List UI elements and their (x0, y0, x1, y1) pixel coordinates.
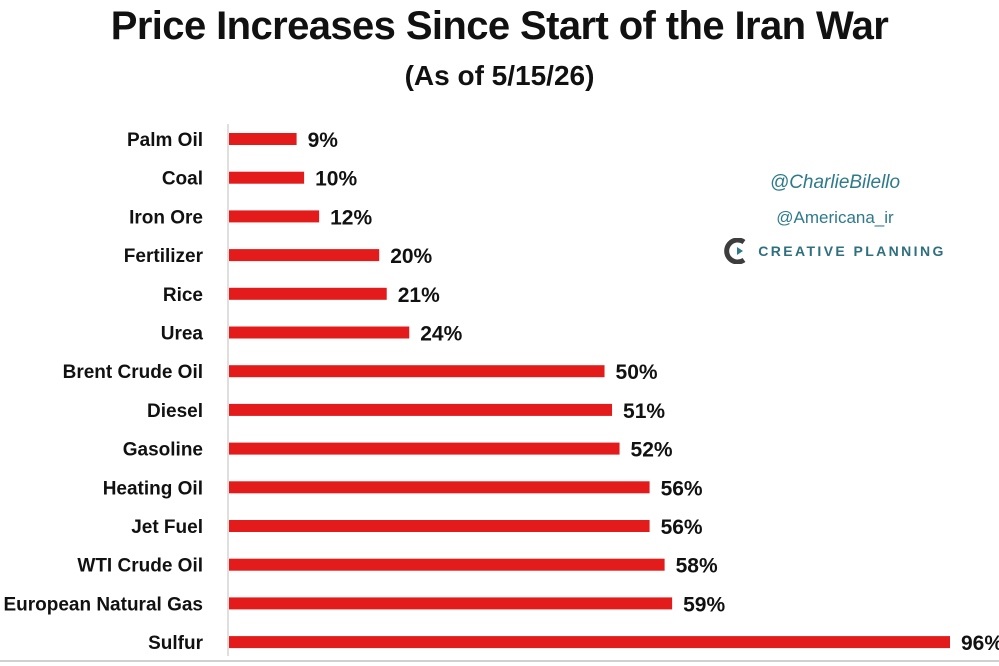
category-label: Diesel (147, 401, 203, 422)
bar (229, 597, 673, 610)
category-label: Jet Fuel (131, 517, 203, 538)
category-label: WTI Crude Oil (77, 556, 203, 577)
bar (229, 558, 665, 571)
bottom-divider (0, 660, 999, 662)
category-label: Coal (162, 169, 203, 190)
category-label: Fertilizer (124, 246, 204, 267)
bar (229, 481, 650, 494)
twitter-handle-1: @CharlieBilello (769, 172, 901, 193)
creative-planning-logo-icon (724, 238, 746, 264)
bar (229, 442, 620, 455)
firm-logo-lockup: CREATIVE PLANNING (690, 238, 980, 264)
bar (229, 326, 410, 339)
category-label: Sulfur (148, 633, 203, 654)
category-label: European Natural Gas (3, 594, 203, 615)
chart-title: Price Increases Since Start of the Iran … (110, 4, 889, 48)
value-label: 52% (631, 439, 673, 462)
category-label: Brent Crude Oil (63, 362, 203, 383)
value-label: 59% (683, 593, 725, 616)
value-label: 24% (420, 323, 462, 346)
category-label: Iron Ore (129, 207, 203, 228)
bar (229, 287, 387, 300)
value-label: 56% (661, 477, 703, 500)
value-label: 56% (661, 516, 703, 539)
value-label: 10% (315, 168, 357, 191)
value-label: 51% (623, 400, 665, 423)
value-label: 21% (398, 284, 440, 307)
chart-subtitle: (As of 5/15/26) (404, 60, 595, 91)
value-label: 20% (390, 245, 432, 268)
branding-block: @CharlieBilello @Americana_ir CREATIVE P… (690, 172, 980, 264)
twitter-handle-2: @Americana_ir (776, 208, 894, 227)
value-label: 12% (330, 206, 372, 229)
category-label: Gasoline (123, 440, 203, 461)
bar (229, 636, 950, 649)
bar (229, 133, 297, 145)
bar (229, 520, 650, 532)
bar (229, 403, 613, 416)
bar (229, 210, 320, 223)
value-label: 9% (308, 129, 339, 152)
category-label: Palm Oil (127, 130, 203, 151)
category-label: Rice (163, 285, 203, 306)
value-label: 58% (676, 555, 718, 578)
bar (229, 365, 605, 378)
category-label: Urea (161, 324, 204, 345)
bar (229, 171, 305, 184)
value-label: 50% (616, 361, 658, 384)
value-label: 96% (961, 632, 999, 655)
firm-name: CREATIVE PLANNING (758, 243, 946, 259)
category-label: Heating Oil (103, 478, 203, 499)
bar (229, 249, 380, 262)
